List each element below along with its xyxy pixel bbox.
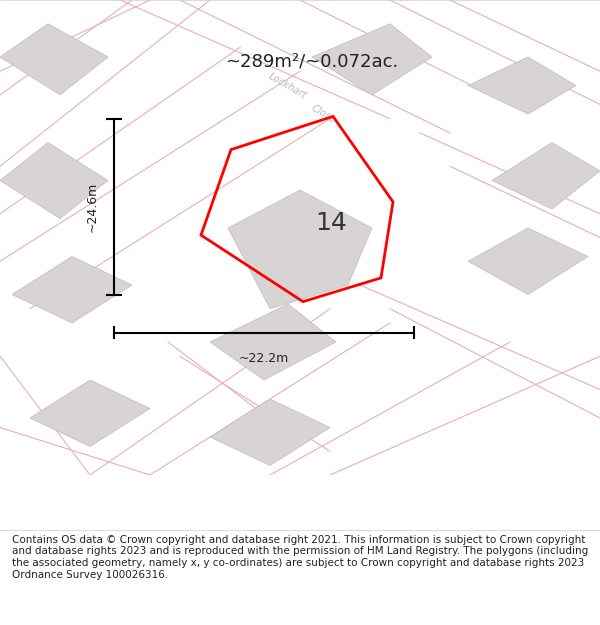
Polygon shape [228,190,372,309]
Polygon shape [210,304,336,380]
Text: ~24.6m: ~24.6m [86,181,99,232]
Polygon shape [312,24,432,95]
Polygon shape [468,57,576,114]
Text: Close: Close [310,103,338,125]
Text: Contains OS data © Crown copyright and database right 2021. This information is : Contains OS data © Crown copyright and d… [12,535,588,579]
Polygon shape [0,24,108,95]
Polygon shape [210,399,330,466]
Polygon shape [12,256,132,323]
Polygon shape [468,228,588,294]
Polygon shape [30,380,150,446]
Polygon shape [0,142,108,219]
Text: 14: 14 [315,211,347,235]
Text: ~289m²/~0.072ac.: ~289m²/~0.072ac. [226,52,398,71]
Text: Lockhart: Lockhart [267,71,309,101]
Text: ~22.2m: ~22.2m [239,351,289,364]
Polygon shape [492,142,600,209]
